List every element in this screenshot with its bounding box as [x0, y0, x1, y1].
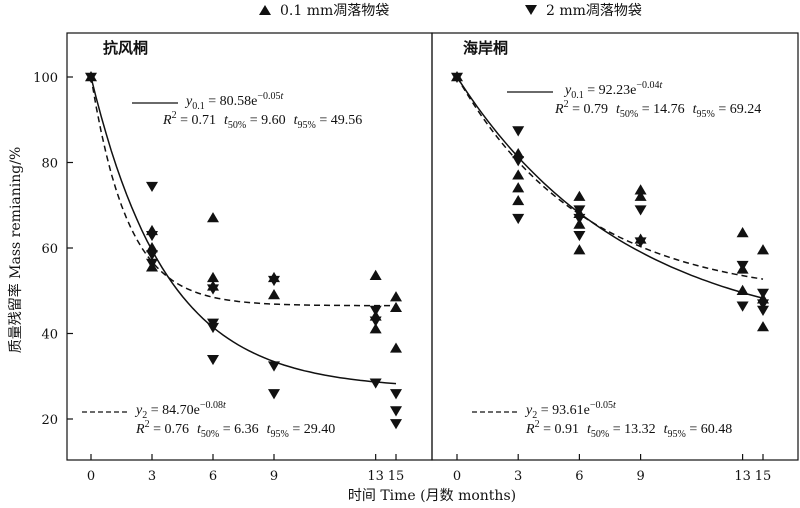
- x-tick-label: 15: [388, 469, 405, 484]
- x-tick-label: 6: [209, 469, 217, 484]
- point-small-mesh: [736, 227, 749, 238]
- x-tick-label: 0: [87, 469, 95, 484]
- fit-label-right-small: y0.1 = 92.23e−0.04t R2 = 0.79 t50% = 14.7…: [507, 80, 761, 120]
- point-small-mesh: [634, 184, 647, 195]
- y-tick-label: 100: [33, 71, 58, 86]
- fit-curve-dashed: [456, 76, 764, 280]
- fit-label-left-small: y0.1 = 80.58e−0.05t R2 = 0.71 t50% = 9.60…: [132, 91, 362, 131]
- point-small-mesh: [573, 190, 586, 201]
- x-tick-label: 6: [575, 469, 583, 484]
- fit-curve-solid: [456, 76, 764, 299]
- point-small-mesh: [390, 301, 402, 313]
- fit-label-right-large: y2 = 93.61e−0.05t R2 = 0.91 t50% = 13.32 t…: [472, 400, 732, 440]
- point-small-mesh: [268, 289, 280, 300]
- stats-right-large: R2 = 0.91 t50% = 13.32 t95% = 60.48: [525, 419, 732, 440]
- point-large-mesh: [146, 230, 158, 242]
- legend-marker-small: [259, 5, 271, 15]
- x-tick-label: 15: [755, 469, 772, 484]
- point-small-mesh: [512, 194, 525, 206]
- point-large-mesh: [573, 213, 586, 225]
- point-large-mesh: [268, 275, 280, 287]
- point-large-mesh: [634, 237, 647, 248]
- fit-curve-solid: [90, 76, 397, 385]
- legend: 0.1 mm凋落物袋 2 mm凋落物袋: [259, 3, 642, 19]
- y-axis-title: 质量残留率 Mass remianing/%: [7, 147, 24, 354]
- point-large-mesh: [146, 181, 158, 193]
- legend-label-large: 2 mm凋落物袋: [546, 3, 642, 19]
- point-small-mesh: [573, 244, 586, 255]
- point-small-mesh: [736, 284, 749, 295]
- point-large-mesh: [369, 305, 382, 316]
- y-tick-label: 80: [41, 157, 58, 172]
- point-small-mesh: [390, 291, 402, 302]
- x-tick-label: 0: [453, 469, 461, 484]
- x-tick-label: 13: [367, 469, 384, 484]
- point-large-mesh: [369, 316, 382, 327]
- point-large-mesh: [146, 258, 158, 269]
- point-large-mesh: [268, 361, 280, 372]
- panel-title-left: 抗风桐: [103, 39, 148, 57]
- point-large-mesh: [757, 299, 769, 310]
- point-large-mesh: [736, 260, 749, 272]
- x-tick-label: 13: [734, 469, 751, 484]
- point-small-mesh: [369, 323, 382, 334]
- point-large-mesh: [207, 284, 219, 295]
- point-large-mesh: [573, 205, 586, 216]
- point-small-mesh: [512, 182, 525, 193]
- point-large-mesh: [512, 213, 525, 225]
- point-small-mesh: [146, 242, 158, 253]
- point-large-mesh: [207, 354, 219, 366]
- y-tick-label: 60: [41, 242, 58, 257]
- point-large-mesh: [757, 305, 769, 316]
- point-large-mesh: [390, 406, 402, 417]
- x-tick-label: 3: [514, 469, 522, 484]
- x-tick-label: 3: [148, 469, 156, 484]
- ticks-layer: 20 40 60 80 100 0 3 6 9 13 15 0 3 6 9 13 15: [33, 71, 771, 484]
- point-large-mesh: [369, 378, 382, 389]
- x-tick-label: 9: [270, 469, 278, 484]
- point-large-mesh: [268, 389, 280, 400]
- point-small-mesh: [512, 169, 525, 180]
- point-large-mesh: [390, 389, 402, 400]
- point-large-mesh: [512, 156, 525, 167]
- point-large-mesh: [207, 322, 219, 334]
- data-points: [85, 71, 769, 430]
- y-tick-label: 20: [41, 413, 58, 428]
- equation-left-small: y0.1 = 80.58e−0.05t: [184, 91, 283, 112]
- x-tick-label: 9: [636, 469, 644, 484]
- x-axis-title: 时间 Time (月数 months): [348, 488, 516, 504]
- equation-right-large: y2 = 93.61e−0.05t: [524, 400, 616, 421]
- point-small-mesh: [634, 190, 647, 201]
- stats-left-small: R2 = 0.71 t50% = 9.60 t95% = 49.56: [162, 110, 362, 131]
- point-large-mesh: [573, 230, 586, 242]
- fit-label-left-large: y2 = 84.70e−0.08t R2 = 0.76 t50% = 6.36 t9…: [82, 400, 335, 440]
- point-large-mesh: [634, 205, 647, 216]
- point-small-mesh: [757, 244, 769, 255]
- plot-frame-right: [431, 32, 799, 461]
- legend-marker-large: [525, 5, 537, 15]
- fit-curves: [90, 76, 764, 385]
- stats-left-large: R2 = 0.76 t50% = 6.36 t95% = 29.40: [135, 419, 335, 440]
- panel-title-right: 海岸桐: [463, 39, 508, 57]
- point-large-mesh: [757, 288, 769, 299]
- point-large-mesh: [512, 126, 525, 137]
- point-small-mesh: [369, 269, 382, 280]
- equation-right-small: y0.1 = 92.23e−0.04t: [563, 80, 662, 101]
- point-small-mesh: [207, 212, 219, 223]
- point-large-mesh: [390, 419, 402, 430]
- point-large-mesh: [451, 72, 463, 83]
- y-tick-label: 40: [41, 328, 58, 343]
- point-small-mesh: [390, 342, 402, 353]
- legend-label-small: 0.1 mm凋落物袋: [280, 3, 389, 19]
- point-large-mesh: [146, 250, 158, 261]
- point-small-mesh: [512, 147, 525, 159]
- equation-left-large: y2 = 84.70e−0.08t: [134, 400, 226, 421]
- point-large-mesh: [736, 301, 749, 312]
- fit-curve-dashed: [90, 76, 397, 307]
- stats-right-small: R2 = 0.79 t50% = 14.76 t95% = 69.24: [554, 99, 761, 120]
- point-small-mesh: [757, 321, 769, 332]
- point-small-mesh: [207, 271, 219, 283]
- point-large-mesh: [85, 72, 97, 83]
